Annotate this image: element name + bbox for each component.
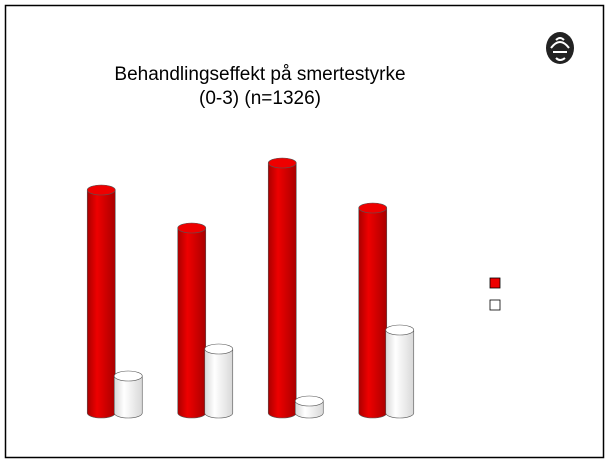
bar (385, 324, 415, 419)
bar-top (204, 343, 234, 355)
bar-top (113, 370, 143, 382)
legend-swatch (489, 277, 501, 289)
bar-top (385, 324, 415, 336)
bar-top (294, 395, 324, 407)
bar (113, 370, 143, 419)
bar (177, 222, 207, 419)
bar-body (204, 349, 234, 419)
bar-top (358, 202, 388, 214)
bar-top (177, 222, 207, 234)
bar-top (86, 184, 116, 196)
logo (546, 32, 574, 64)
chart-subtitle: (0-3) (n=1326) (199, 88, 321, 109)
bar (86, 184, 116, 419)
bar-body (267, 163, 297, 419)
bar-body (358, 208, 388, 419)
bar (294, 395, 324, 419)
chart-title: Behandlingseffekt på smertestyrke (114, 64, 405, 85)
bar (204, 343, 234, 419)
bar-body (177, 228, 207, 419)
bar-top (267, 157, 297, 169)
bar (267, 157, 297, 419)
bar-body (385, 330, 415, 419)
bar-body (113, 376, 143, 419)
bar (358, 202, 388, 419)
legend-swatch (489, 299, 501, 311)
bar-body (86, 190, 116, 419)
